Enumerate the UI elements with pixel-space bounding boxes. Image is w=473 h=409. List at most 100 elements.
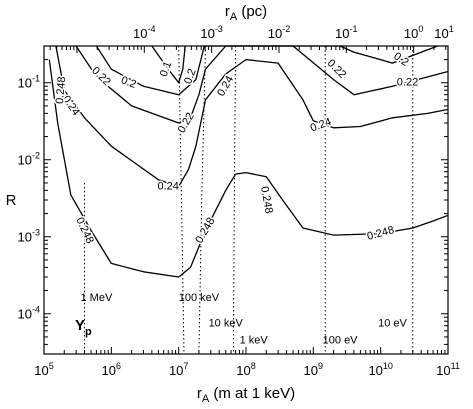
contour-line-0-1 xyxy=(151,45,186,84)
tick-mantissa: 10 xyxy=(268,26,282,41)
tick-mantissa: 10 xyxy=(404,26,418,41)
contour-labels: 0.1 0.2 0.2 0.2 0.22 0.22 0.22 0.22 0.24 0.24 0.24… xyxy=(52,49,419,247)
x2-tick-label: 101 xyxy=(434,24,453,41)
contour-label: 0.248 xyxy=(54,76,68,104)
y-tick-label: 10-2 xyxy=(18,151,40,168)
tick-exponent: 7 xyxy=(183,361,188,371)
x2-axis-ticks: 10-4 10-3 10-2 10-1 100 101 xyxy=(49,24,454,53)
tick-exponent: -1 xyxy=(32,74,40,84)
tick-exponent: -4 xyxy=(32,305,40,315)
tick-exponent: 10 xyxy=(383,361,393,371)
tick-exponent: 1 xyxy=(449,24,454,34)
contour-label: 0.2 xyxy=(391,50,410,69)
x2-tick-label: 10-3 xyxy=(200,24,222,41)
tick-exponent: 8 xyxy=(251,361,256,371)
tick-exponent: 5 xyxy=(49,361,54,371)
tick-mantissa: 10 xyxy=(18,307,32,322)
energy-marker-labels: 1 MeV 100 keV 10 keV 1 keV 100 eV 10 eV xyxy=(81,292,408,346)
energy-marker-label: 1 MeV xyxy=(81,292,113,304)
tick-exponent: -3 xyxy=(32,228,40,238)
tick-exponent: 0 xyxy=(418,24,423,34)
x2-tick-label: 100 xyxy=(404,24,423,41)
contour-label: 0.22 xyxy=(397,77,418,89)
contour-label: 0.248 xyxy=(258,185,275,214)
tick-mantissa: 10 xyxy=(18,153,32,168)
tick-exponent: -3 xyxy=(215,24,223,34)
tick-mantissa: 10 xyxy=(102,363,116,378)
panel-label-main: Y xyxy=(75,317,85,334)
dotted-energy-line xyxy=(198,45,206,355)
tick-mantissa: 10 xyxy=(200,26,214,41)
contour-label: 0.248 xyxy=(366,224,396,243)
x-tick-label: 109 xyxy=(304,361,323,378)
x2-axis-label-rest: (pc) xyxy=(237,3,267,20)
contour-label: 0.22 xyxy=(325,57,349,81)
plot-frame xyxy=(43,45,449,355)
tick-mantissa: 10 xyxy=(434,26,448,41)
tick-mantissa: 10 xyxy=(169,363,183,378)
energy-marker-label: 100 keV xyxy=(179,292,220,304)
contour-label: 0.2 xyxy=(182,67,199,85)
contour-line-0-2 xyxy=(95,45,438,96)
contour-label: 0.22 xyxy=(176,111,197,136)
energy-marker-label: 10 keV xyxy=(209,317,244,329)
x-axis-ticks: 105 106 107 108 109 1010 1011 xyxy=(34,347,460,378)
x2-axis-label: rA (pc) xyxy=(225,3,267,23)
energy-dotted-lines xyxy=(84,45,414,355)
contour-label: 0.1 xyxy=(158,60,175,78)
tick-mantissa: 10 xyxy=(236,363,250,378)
y-tick-label: 10-1 xyxy=(18,74,40,91)
x-tick-label: 1011 xyxy=(436,361,460,378)
contour-line-0-248 xyxy=(48,59,449,278)
contour-line-0-22 xyxy=(75,45,449,124)
tick-exponent: 11 xyxy=(451,361,460,371)
contour-label: 0.22 xyxy=(89,65,113,89)
x-axis-label-main: r xyxy=(197,385,202,402)
tick-mantissa: 10 xyxy=(335,26,349,41)
tick-mantissa: 10 xyxy=(304,363,318,378)
y-tick-label: 10-4 xyxy=(18,305,40,322)
y-tick-label: 10-3 xyxy=(18,228,40,245)
tick-mantissa: 10 xyxy=(34,363,48,378)
tick-exponent: 9 xyxy=(318,361,323,371)
tick-exponent: -4 xyxy=(148,24,156,34)
tick-mantissa: 10 xyxy=(18,76,32,91)
tick-exponent: -1 xyxy=(350,24,358,34)
energy-marker-label: 10 eV xyxy=(378,317,407,329)
x-tick-label: 105 xyxy=(34,361,53,378)
contour-label: 0.24 xyxy=(215,74,236,99)
x-axis-label-sub: A xyxy=(202,393,210,405)
panel-label-sub: p xyxy=(85,326,92,338)
y-axis-ticks: 10-410-310-210-1 xyxy=(18,45,448,355)
tick-mantissa: 10 xyxy=(436,363,450,378)
contour-label: 0.248 xyxy=(193,216,217,246)
x2-axis-label-sub: A xyxy=(230,11,238,23)
tick-mantissa: 10 xyxy=(368,363,382,378)
y-axis-label: R xyxy=(6,192,17,209)
x-tick-label: 106 xyxy=(102,361,121,378)
energy-marker-label: 1 keV xyxy=(240,334,269,346)
x-tick-label: 1010 xyxy=(368,361,392,378)
x-axis-label: rA (m at 1 keV) xyxy=(197,385,295,405)
tick-exponent: -2 xyxy=(32,151,40,161)
x-axis-label-rest: (m at 1 keV) xyxy=(209,385,295,402)
contour-lines xyxy=(48,45,449,278)
contour-label: 0.24 xyxy=(157,180,178,192)
dotted-energy-line xyxy=(232,45,237,355)
tick-exponent: 6 xyxy=(116,361,121,371)
x-tick-label: 108 xyxy=(236,361,255,378)
x2-tick-label: 10-1 xyxy=(335,24,357,41)
contour-label: 0.2 xyxy=(119,74,137,91)
contour-line-0-24 xyxy=(55,45,449,188)
contour-label: 0.248 xyxy=(73,216,96,246)
dotted-energy-line xyxy=(178,45,185,355)
panel-label: Yp xyxy=(75,317,92,338)
x2-tick-label: 10-4 xyxy=(133,24,155,41)
x2-tick-label: 10-2 xyxy=(268,24,290,41)
x2-axis-label-main: r xyxy=(225,3,230,20)
tick-mantissa: 10 xyxy=(18,230,32,245)
x-tick-label: 107 xyxy=(169,361,188,378)
energy-marker-label: 100 eV xyxy=(323,334,359,346)
tick-mantissa: 10 xyxy=(133,26,147,41)
